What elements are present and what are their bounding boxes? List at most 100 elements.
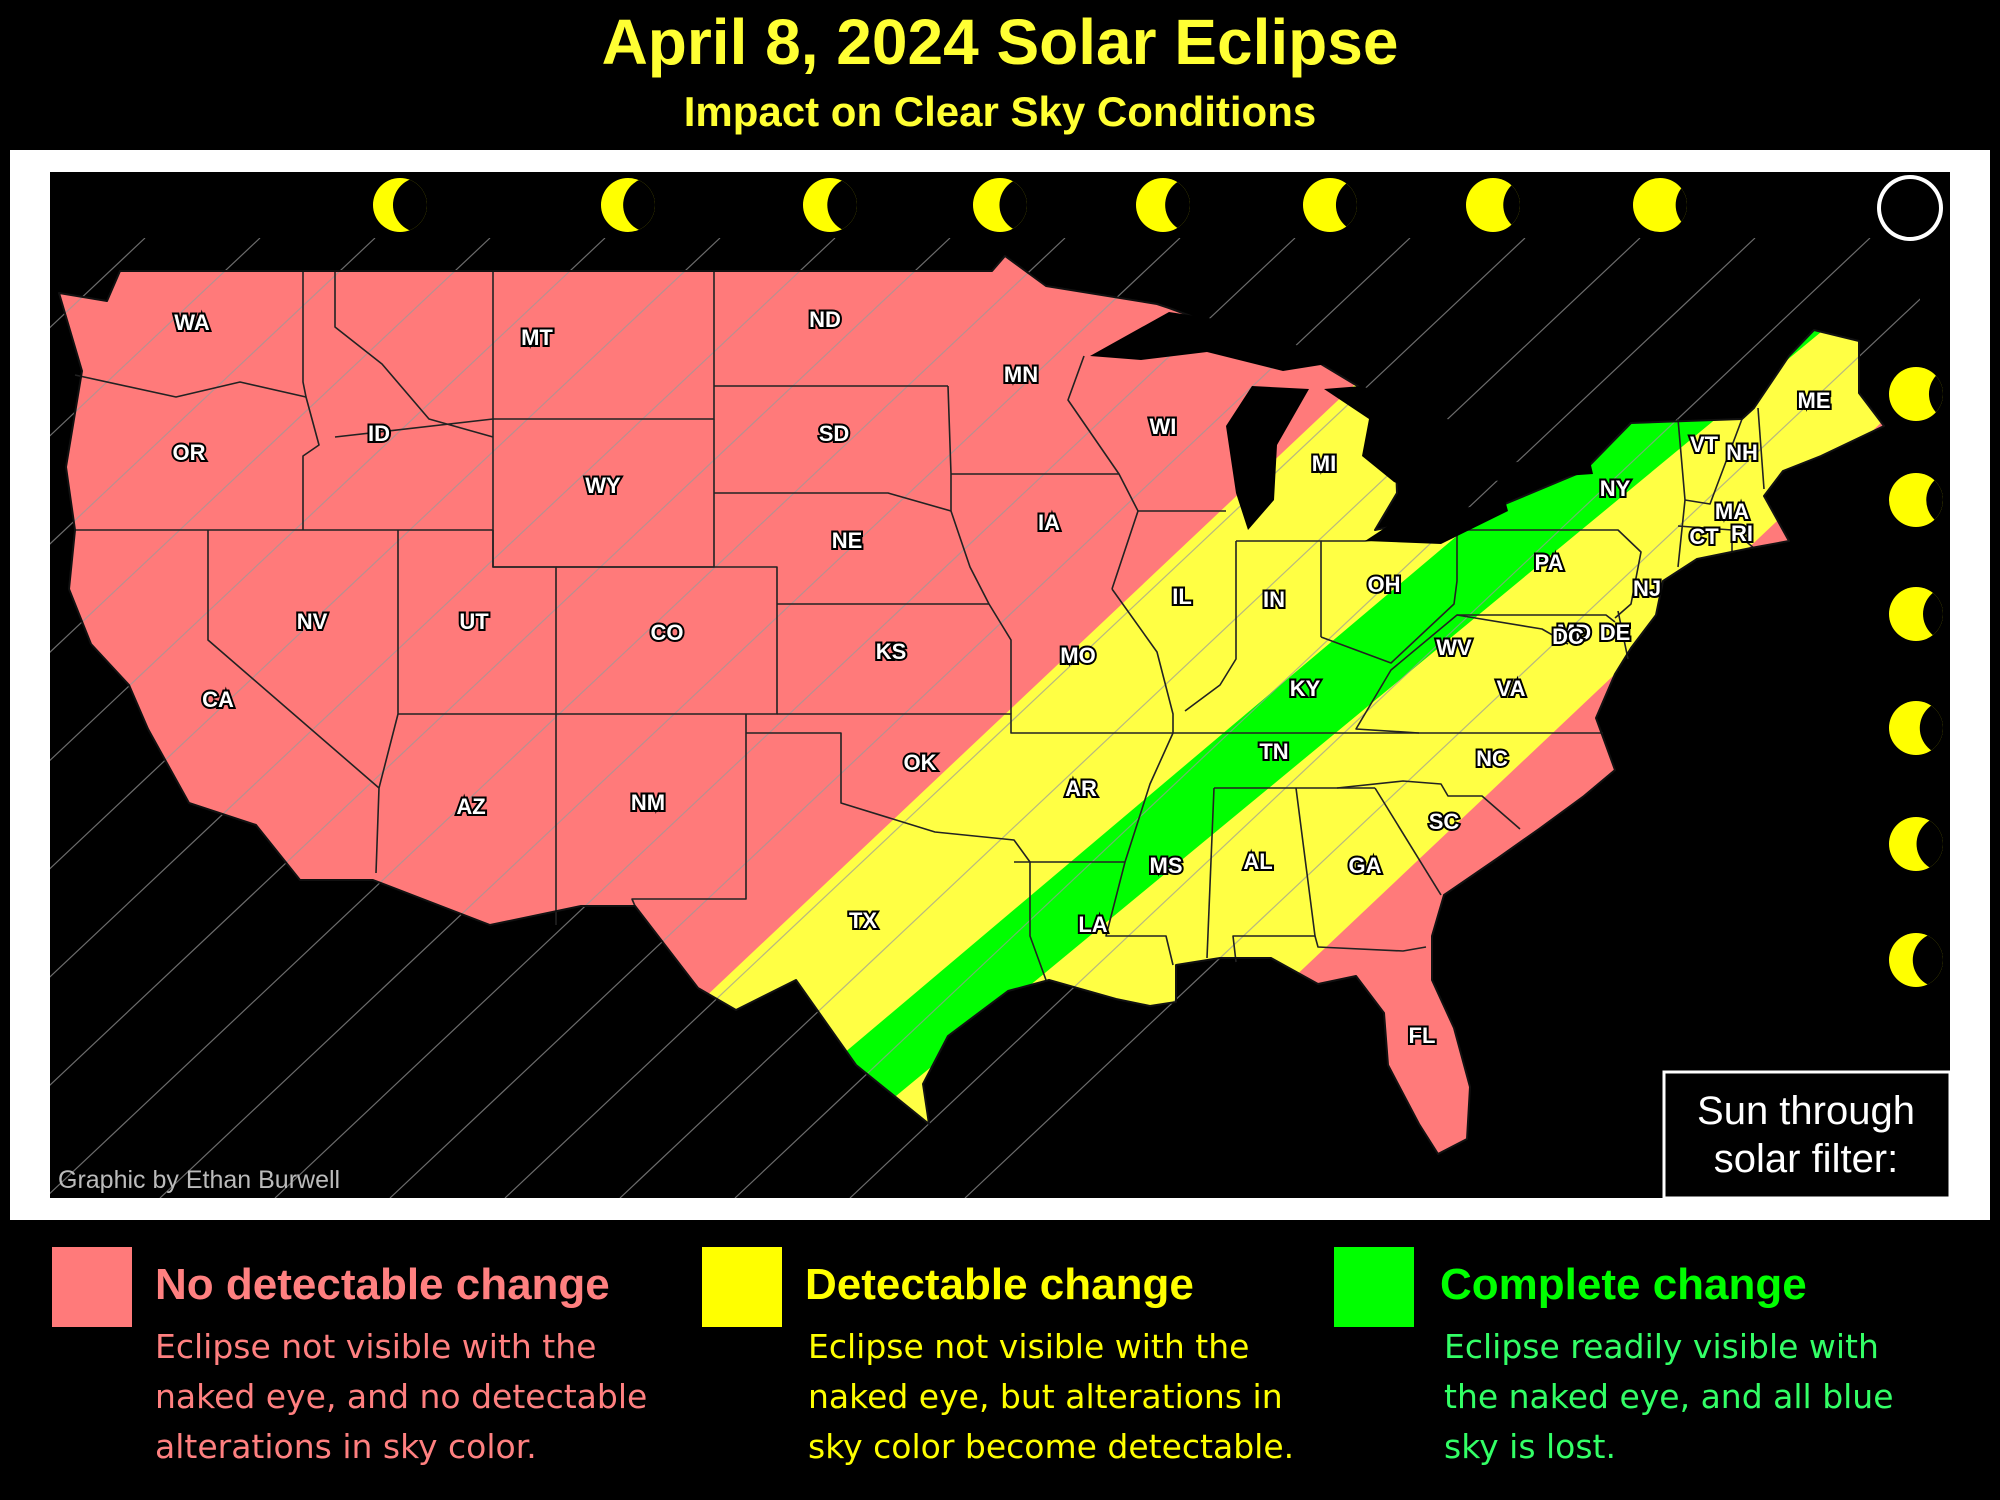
hatch-line <box>964 298 1920 1198</box>
map-title: April 8, 2024 Solar Eclipse <box>602 6 1399 78</box>
state-label-pa: PA <box>1535 550 1564 575</box>
legend-title-2: Detectable change <box>805 1260 1194 1309</box>
sun-caption-line-1: Sun through <box>1697 1089 1915 1133</box>
moon-phase-right-6 <box>1889 933 1943 987</box>
state-label-mt: MT <box>521 325 553 350</box>
hatch-line <box>389 238 1411 1198</box>
hatch-line <box>619 238 1641 1198</box>
lake <box>1365 500 1508 544</box>
state-label-nh: NH <box>1726 440 1758 465</box>
state-label-ma: MA <box>1715 499 1749 524</box>
lake <box>1479 448 1593 482</box>
state-border <box>951 473 1139 590</box>
moon-phase-top-6 <box>1303 178 1357 232</box>
state-label-ca: CA <box>202 687 234 712</box>
state-labels: WA OR CA NV ID MT WY UT CO AZ NM ND SD NE KS OK TX MN IA MO… <box>171 305 1833 1050</box>
state-label-al: AL <box>1243 849 1272 874</box>
state-label-ok: OK <box>904 750 937 775</box>
state-border <box>74 374 307 398</box>
state-border <box>1184 541 1237 712</box>
state-border <box>746 732 1047 981</box>
state-border <box>1336 780 1521 830</box>
state-border <box>714 492 952 512</box>
hatch-line <box>734 238 1756 1198</box>
state-label-oh: OH <box>1368 572 1401 597</box>
hatch-line <box>50 238 721 870</box>
moon-phase-top-5 <box>1136 178 1190 232</box>
state-label-va: VA <box>1497 676 1526 701</box>
map-subtitle: Impact on Clear Sky Conditions <box>684 88 1316 135</box>
state-border <box>375 530 399 874</box>
state-border <box>1374 787 1442 896</box>
state-label-fl: FL <box>1409 1023 1436 1048</box>
state-label-tx: TX <box>849 908 877 933</box>
state-label-de: DE <box>1600 620 1631 645</box>
state-label-ga: GA <box>1349 853 1382 878</box>
state-label-nv: NV <box>297 609 328 634</box>
state-label-ia: IA <box>1038 510 1060 535</box>
state-label-ky: KY <box>1290 676 1321 701</box>
state-label-sd: SD <box>819 421 850 446</box>
sun-caption-box <box>1662 1070 1952 1200</box>
state-label-md: MD <box>1557 620 1591 645</box>
hatch-line <box>274 238 1296 1198</box>
state-label-nj: NJ <box>1633 576 1661 601</box>
great-lakes <box>1090 312 1593 544</box>
legend-swatch-1 <box>52 1247 132 1327</box>
state-border <box>334 271 494 438</box>
hatch-line <box>50 238 261 437</box>
state-label-ut: UT <box>459 609 489 634</box>
hatch-line <box>50 238 836 978</box>
legend-swatch-3 <box>1334 1247 1414 1327</box>
state-border <box>556 566 778 715</box>
state-label-mo: MO <box>1060 643 1095 668</box>
state-border <box>207 530 380 789</box>
state-label-ct: CT <box>1689 524 1719 549</box>
state-label-la: LA <box>1078 912 1107 937</box>
state-label-wa: WA <box>174 310 210 335</box>
hatch-line <box>50 238 1066 1195</box>
state-border <box>1684 418 1743 505</box>
moon-phase-right-5 <box>1889 817 1943 871</box>
state-label-tn: TN <box>1259 739 1288 764</box>
state-label-nc: NC <box>1476 746 1508 771</box>
total-eclipse-icon <box>1877 175 1943 241</box>
state-border <box>1617 610 1629 660</box>
legend-description-1: Eclipse not visible with the naked eye, … <box>155 1327 648 1466</box>
state-label-dc: DC <box>1552 624 1584 649</box>
state-label-wi: WI <box>1150 414 1177 439</box>
moon-phase-top-4 <box>973 178 1027 232</box>
legend-title-3: Complete change <box>1440 1260 1807 1309</box>
state-border <box>1105 588 1174 966</box>
state-borders <box>58 255 1885 1155</box>
state-border <box>1457 529 1642 619</box>
state-label-ne: NE <box>832 528 863 553</box>
state-label-wy: WY <box>585 473 621 498</box>
hatch-line <box>50 238 491 653</box>
hatch-line <box>159 238 1181 1198</box>
state-label-nd: ND <box>809 307 841 332</box>
state-border <box>1757 407 1765 490</box>
state-border <box>1314 935 1427 952</box>
state-border <box>1206 787 1215 959</box>
state-label-ar: AR <box>1065 776 1097 801</box>
legend-title-1: No detectable change <box>155 1260 610 1309</box>
state-label-or: OR <box>173 440 206 465</box>
state-label-ks: KS <box>876 639 907 664</box>
state-border <box>631 714 747 907</box>
moon-phase-top-1 <box>373 178 427 232</box>
state-label-id: ID <box>368 421 390 446</box>
hatch-lines <box>50 238 1920 1198</box>
state-label-in: IN <box>1263 587 1285 612</box>
state-border <box>1355 614 1569 734</box>
state-border <box>1232 787 1316 963</box>
state-border <box>1457 614 1616 623</box>
moon-phase-top-8 <box>1633 178 1687 232</box>
hatch-line <box>50 238 376 545</box>
state-label-ms: MS <box>1150 853 1183 878</box>
state-label-ny: NY <box>1600 476 1631 501</box>
moon-phase-right-3 <box>1889 587 1943 641</box>
